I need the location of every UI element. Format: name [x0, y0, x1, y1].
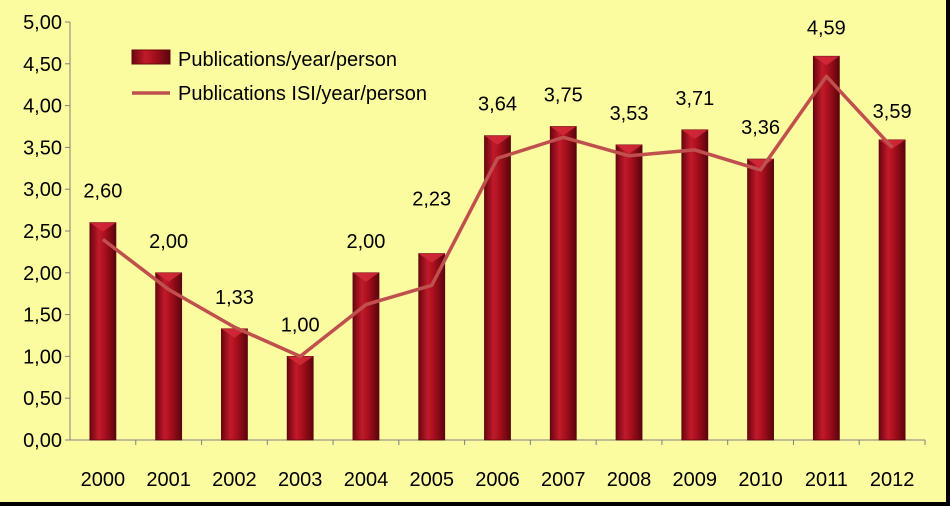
bar — [89, 222, 117, 441]
y-tick-label: 3,50 — [23, 137, 62, 159]
data-label: 3,59 — [873, 101, 912, 123]
bar — [484, 135, 511, 441]
data-label: 3,64 — [478, 94, 517, 116]
x-tick-label: 2006 — [475, 469, 520, 491]
data-label: 3,71 — [675, 88, 714, 110]
bar-cap — [550, 126, 577, 136]
bar — [549, 126, 577, 441]
bar-cap — [813, 56, 840, 66]
legend-bar-label: Publications/year/person — [178, 49, 397, 71]
data-labels: 2,60 2,00 1,33 1,00 2,00 2,23 3,64 3,75 3,53 3,71… — [83, 17, 911, 336]
bar-cap — [484, 135, 511, 145]
x-tick-label: 2004 — [344, 469, 389, 491]
axes: 0,00 0,50 1,00 1,50 2,00 2,50 3,00 3,50 4,00 4,50… — [23, 12, 926, 491]
x-tick-label: 2001 — [146, 469, 191, 491]
bar-cap — [616, 144, 643, 154]
bar-cap — [89, 222, 116, 232]
bar — [615, 144, 643, 441]
y-tick-label: 5,00 — [23, 12, 62, 34]
bar — [878, 139, 906, 441]
data-label: 3,75 — [544, 85, 583, 107]
y-tick-label: 1,00 — [23, 346, 62, 368]
x-tick-label: 2005 — [409, 469, 454, 491]
bars — [89, 55, 906, 441]
bar — [681, 129, 709, 441]
y-tick-label: 1,50 — [23, 305, 62, 327]
y-tick-label: 4,00 — [23, 96, 62, 118]
y-tick-label: 4,50 — [23, 54, 62, 76]
bar-cap — [352, 272, 379, 282]
bar — [812, 55, 840, 441]
bar-cap — [418, 253, 445, 263]
bar-cap — [287, 356, 314, 366]
line-path — [101, 74, 894, 359]
bar-cap — [681, 129, 708, 139]
legend: Publications/year/person Publications IS… — [131, 49, 427, 105]
x-tick-label: 2000 — [81, 469, 126, 491]
data-label: 1,00 — [281, 314, 320, 336]
bar — [286, 355, 314, 441]
bar — [221, 328, 248, 441]
y-tick-label: 2,00 — [23, 263, 62, 285]
line-series — [101, 74, 894, 359]
x-tick-label: 2002 — [212, 469, 257, 491]
data-label: 2,60 — [83, 181, 122, 203]
bar — [155, 272, 183, 441]
legend-line-label: Publications ISI/year/person — [178, 83, 427, 105]
y-tick-label: 2,50 — [23, 221, 62, 243]
bar — [352, 272, 380, 441]
data-label: 3,53 — [610, 103, 649, 125]
x-tick-label: 2012 — [870, 469, 915, 491]
bar-cap — [155, 272, 182, 282]
legend-bar-swatch — [131, 49, 171, 65]
x-tick-label: 2007 — [541, 469, 586, 491]
data-label: 2,00 — [346, 231, 385, 253]
data-label: 1,33 — [215, 287, 254, 309]
x-tick-label: 2003 — [278, 469, 323, 491]
x-tick-label: 2011 — [805, 469, 848, 491]
x-tick-label: 2008 — [607, 469, 652, 491]
bar — [747, 158, 774, 441]
x-tick-label: 2009 — [673, 469, 718, 491]
data-label: 4,59 — [807, 17, 846, 39]
data-label: 2,00 — [149, 231, 188, 253]
y-tick-label: 3,00 — [23, 179, 62, 201]
y-tick-label: 0,00 — [23, 430, 62, 452]
y-tick-label: 0,50 — [23, 388, 62, 410]
data-label: 3,36 — [741, 117, 780, 139]
data-label: 2,23 — [412, 189, 451, 211]
x-tick-label: 2010 — [738, 469, 783, 491]
